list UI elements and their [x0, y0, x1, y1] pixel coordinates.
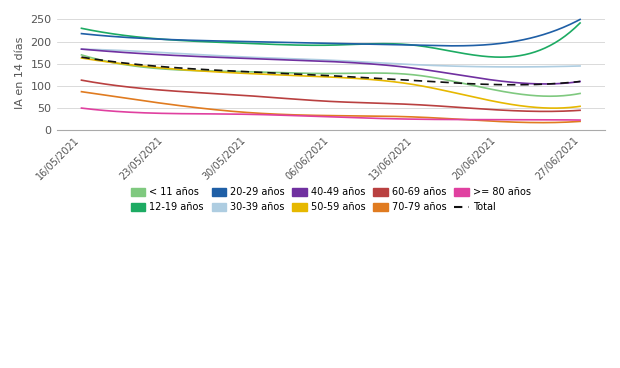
- Legend: < 11 años, 12-19 años, 20-29 años, 30-39 años, 40-49 años, 50-59 años, 60-69 año: < 11 años, 12-19 años, 20-29 años, 30-39…: [127, 184, 534, 216]
- Y-axis label: IA en 14 días: IA en 14 días: [15, 36, 25, 109]
